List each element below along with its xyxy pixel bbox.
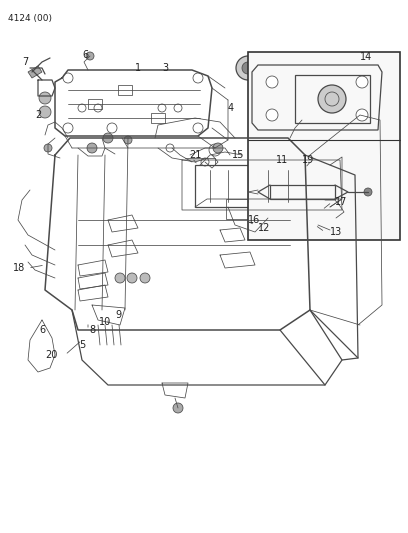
Circle shape	[213, 143, 223, 153]
Circle shape	[173, 403, 183, 413]
Circle shape	[127, 273, 137, 283]
Circle shape	[103, 133, 113, 143]
Text: 17: 17	[335, 197, 347, 207]
Circle shape	[364, 188, 372, 196]
Circle shape	[356, 76, 368, 88]
Text: 12: 12	[258, 223, 271, 233]
Text: 6: 6	[82, 50, 88, 60]
Text: 20: 20	[46, 350, 58, 360]
Text: 18: 18	[13, 263, 25, 273]
Text: 3: 3	[162, 63, 168, 73]
Circle shape	[356, 109, 368, 121]
Text: 14: 14	[360, 52, 372, 62]
Bar	[151, 113, 165, 123]
Circle shape	[115, 273, 125, 283]
Circle shape	[236, 56, 260, 80]
Circle shape	[44, 144, 52, 152]
Bar	[295, 75, 370, 123]
Circle shape	[313, 220, 323, 230]
Circle shape	[124, 136, 132, 144]
Text: 2: 2	[36, 110, 42, 120]
Text: 15: 15	[232, 150, 244, 160]
Text: 21: 21	[189, 150, 201, 160]
Text: 8: 8	[89, 325, 95, 335]
Text: 4: 4	[228, 103, 234, 113]
Bar	[88, 99, 102, 109]
Bar	[195, 165, 330, 207]
Circle shape	[86, 52, 94, 60]
Bar	[248, 52, 400, 240]
Text: 1: 1	[135, 63, 141, 73]
Text: 7: 7	[22, 57, 28, 67]
Circle shape	[87, 143, 97, 153]
Bar	[226, 199, 254, 219]
Text: 16: 16	[248, 215, 260, 225]
Bar	[336, 203, 352, 215]
Bar	[270, 185, 335, 199]
Text: 11: 11	[276, 155, 288, 165]
Text: 10: 10	[99, 317, 111, 327]
Circle shape	[242, 62, 254, 74]
Circle shape	[266, 76, 278, 88]
Circle shape	[39, 92, 51, 104]
Text: 19: 19	[302, 155, 314, 165]
Circle shape	[318, 85, 346, 113]
Circle shape	[39, 106, 51, 118]
Polygon shape	[28, 66, 42, 78]
Text: 13: 13	[330, 227, 342, 237]
Circle shape	[140, 273, 150, 283]
Text: 5: 5	[79, 340, 85, 350]
Text: 6: 6	[39, 325, 45, 335]
Circle shape	[266, 109, 278, 121]
Text: 9: 9	[115, 310, 121, 320]
Text: 4124 (00): 4124 (00)	[8, 13, 52, 22]
Bar	[118, 85, 132, 95]
